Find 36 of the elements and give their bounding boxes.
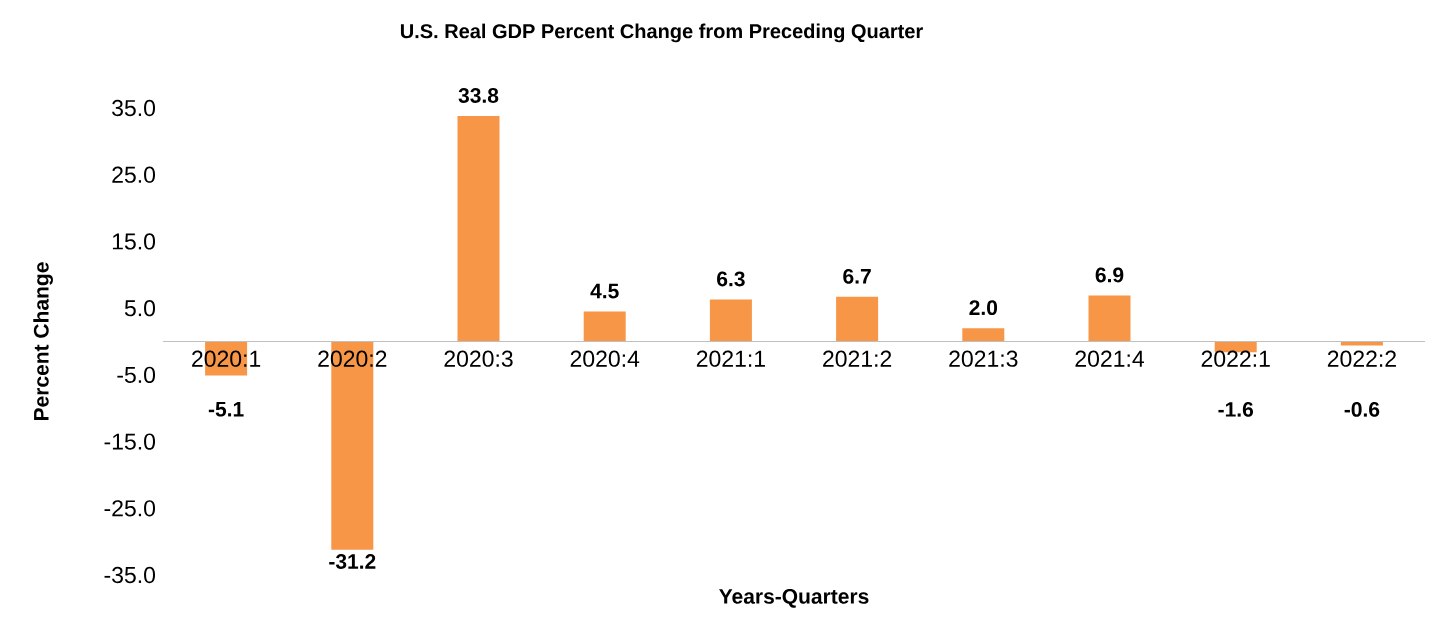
x-axis-title: Years-Quarters xyxy=(719,588,869,608)
data-label: -31.2 xyxy=(329,554,376,569)
data-label: 6.7 xyxy=(843,268,871,284)
x-tick-label: 2020:4 xyxy=(570,350,640,367)
data-label: 6.9 xyxy=(1095,267,1124,283)
y-tick-label: 25.0 xyxy=(112,166,156,183)
x-tick-label: 2021:1 xyxy=(696,350,765,367)
data-label: 2.0 xyxy=(969,300,998,316)
data-label: 4.5 xyxy=(590,283,619,299)
y-axis-title: Percent Change xyxy=(33,262,53,421)
y-tick-label: 15.0 xyxy=(112,233,156,250)
bar xyxy=(836,296,879,342)
x-tick-label: 2020:3 xyxy=(444,350,513,367)
x-tick-label: 2021:2 xyxy=(823,350,892,367)
data-label: 33.8 xyxy=(458,88,499,103)
y-tick-label: -15.0 xyxy=(104,433,156,450)
bar xyxy=(1340,341,1383,346)
x-tick-label: 2021:3 xyxy=(949,350,1018,367)
y-tick-label: -25.0 xyxy=(104,500,156,517)
bar xyxy=(583,311,626,342)
bar xyxy=(709,299,752,342)
data-label: 6.3 xyxy=(717,271,745,287)
y-tick-label: 5.0 xyxy=(124,300,156,317)
x-tick-label: 2022:1 xyxy=(1201,350,1270,367)
data-label: -1.6 xyxy=(1218,401,1254,417)
y-tick-label: -35.0 xyxy=(104,566,156,584)
x-tick-label: 2022:2 xyxy=(1327,350,1396,367)
data-label: -0.6 xyxy=(1344,401,1380,417)
chart-title: U.S. Real GDP Percent Change from Preceding Quarter xyxy=(400,23,923,43)
x-tick-label: 2021:4 xyxy=(1075,350,1144,367)
bar xyxy=(457,116,500,342)
y-tick-label: 35.0 xyxy=(112,99,156,117)
data-label: -5.1 xyxy=(208,401,244,417)
y-tick-label: -5.0 xyxy=(117,366,156,383)
bar xyxy=(1088,295,1131,342)
bar xyxy=(962,328,1005,342)
